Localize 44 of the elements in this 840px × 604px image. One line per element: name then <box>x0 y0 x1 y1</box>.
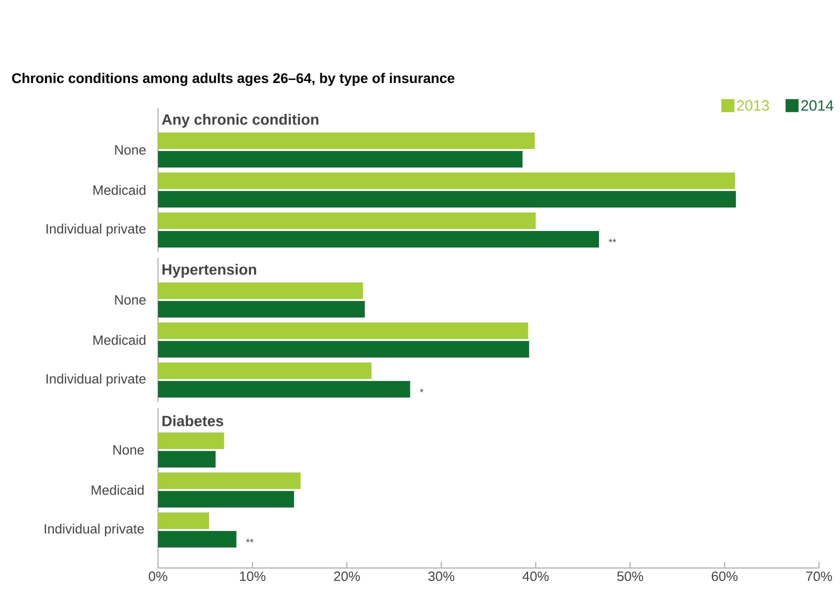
bar <box>158 212 536 229</box>
bar <box>158 450 216 468</box>
x-tick-label: 30% <box>428 572 454 582</box>
bar <box>158 300 365 318</box>
bar <box>158 150 522 168</box>
bar <box>158 322 528 339</box>
x-tick-label: 60% <box>712 572 738 582</box>
y-tick-label: Medicaid <box>94 185 146 195</box>
chart-title: Chronic conditions among adults ages 26–64, by type of insurance <box>12 72 454 86</box>
chart-subtitle: Hypertension <box>162 264 256 278</box>
bar <box>158 340 530 358</box>
x-tick-label: 20% <box>334 572 360 582</box>
y-tick-label: Medicaid <box>94 335 146 345</box>
y-tick-label: Medicaid <box>92 485 144 495</box>
bar <box>158 190 736 208</box>
bar <box>158 530 236 548</box>
bar <box>158 490 294 508</box>
y-tick-label: None <box>115 295 146 305</box>
x-tick-label: 40% <box>522 572 549 582</box>
y-tick-label: None <box>113 445 144 455</box>
bar <box>158 362 372 379</box>
annotation: ** <box>608 238 616 242</box>
y-tick-label: Individual private <box>46 374 146 386</box>
chart-subtitle: Diabetes <box>162 415 224 426</box>
x-tick-label: 50% <box>617 572 644 582</box>
bar <box>158 132 535 149</box>
y-tick-label: None <box>115 145 146 155</box>
annotation: * <box>420 388 424 392</box>
annotation: ** <box>246 538 254 542</box>
legend-label: 2013 <box>737 100 769 111</box>
y-tick-label: Individual private <box>46 224 146 236</box>
bar <box>158 432 224 449</box>
bar <box>158 380 410 398</box>
chart-subtitle: Any chronic condition <box>162 114 318 128</box>
bar <box>158 512 209 529</box>
bar <box>158 472 301 489</box>
x-tick-label: 0% <box>148 572 168 582</box>
bar <box>158 172 735 189</box>
x-tick-label: 70% <box>806 572 832 582</box>
x-tick-label: 10% <box>240 572 266 582</box>
bar <box>158 282 363 299</box>
legend-label: 2014 <box>801 100 834 111</box>
y-tick-label: Individual private <box>44 524 144 536</box>
bar <box>158 230 599 248</box>
